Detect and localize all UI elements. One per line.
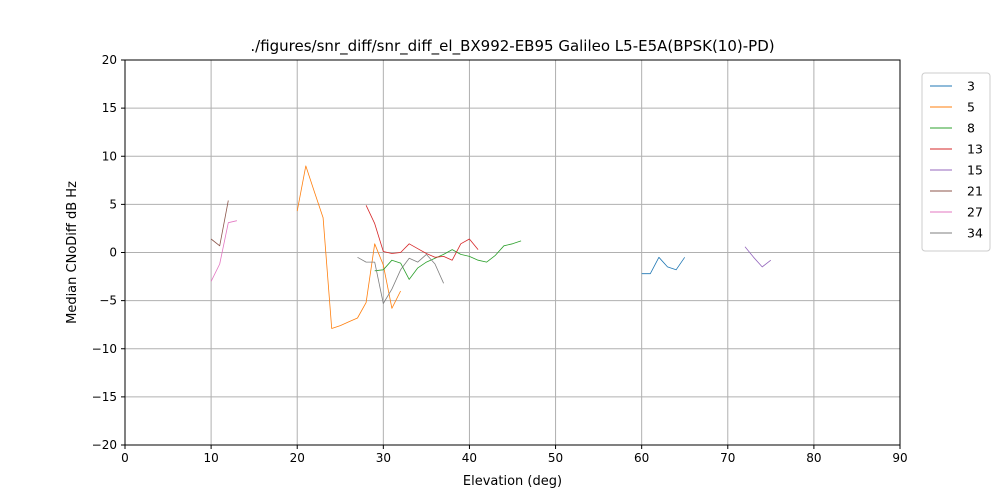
series-line-27	[210, 220, 237, 282]
series-line-34	[357, 253, 444, 304]
y-tick-label: −10	[92, 342, 117, 356]
y-tick-label: −15	[92, 390, 117, 404]
x-tick-label: 60	[634, 451, 649, 465]
x-tick-label: 90	[892, 451, 907, 465]
legend-label-21: 21	[967, 184, 983, 199]
ticks: 0 10 20 30 40 50 60 70 80 90 −20 −15 −10 −5 0 5 10 15 20	[92, 53, 908, 465]
y-tick-label: 5	[109, 197, 117, 211]
x-axis-label: Elevation (deg)	[463, 474, 562, 489]
x-tick-label: 50	[548, 451, 563, 465]
series-line-13	[365, 205, 479, 261]
legend-label-3: 3	[967, 79, 975, 94]
y-tick-label: −20	[92, 438, 117, 452]
legend-label-8: 8	[967, 121, 975, 136]
series-line-3	[641, 256, 686, 275]
x-tick-label: 20	[290, 451, 305, 465]
legend-label-15: 15	[967, 163, 983, 178]
x-tick-label: 30	[376, 451, 391, 465]
y-tick-label: 0	[109, 246, 117, 260]
series-line-8	[374, 240, 522, 280]
x-tick-label: 40	[462, 451, 477, 465]
x-tick-label: 0	[121, 451, 129, 465]
chart-title: ./figures/snr_diff/snr_diff_el_BX992-EB9…	[250, 37, 774, 56]
x-tick-label: 10	[203, 451, 218, 465]
series-line-21	[210, 200, 229, 247]
y-tick-label: −5	[99, 294, 117, 308]
legend-box	[921, 72, 991, 252]
x-tick-label: 80	[806, 451, 821, 465]
legend-label-34: 34	[967, 226, 983, 241]
y-tick-label: 20	[102, 53, 117, 67]
legend: 3 5 8 13 15 21 27 34	[921, 72, 991, 252]
series-layer	[210, 165, 772, 329]
legend-label-5: 5	[967, 100, 975, 115]
legend-label-13: 13	[967, 142, 983, 157]
x-tick-label: 70	[720, 451, 735, 465]
y-axis-label: Median CNoDiff dB Hz	[65, 181, 80, 324]
y-tick-label: 15	[102, 101, 117, 115]
series-line-15	[744, 246, 772, 268]
legend-label-27: 27	[967, 205, 983, 220]
series-line-5	[296, 165, 401, 329]
y-tick-label: 10	[102, 149, 117, 163]
